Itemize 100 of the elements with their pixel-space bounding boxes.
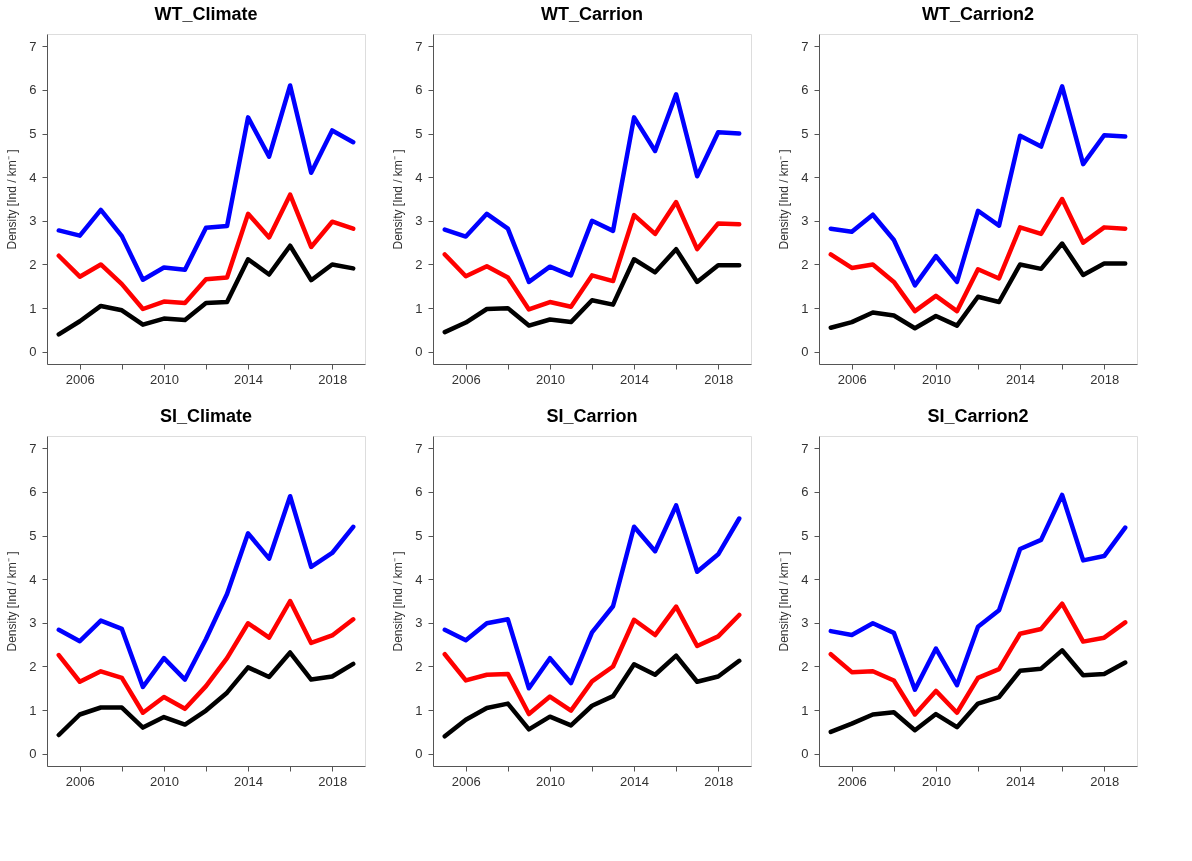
y-tick-label: 1 <box>801 300 809 316</box>
y-tick-label: 3 <box>29 615 37 631</box>
chart-title: SI_Carrion2 <box>927 406 1029 426</box>
chart-title: SI_Carrion <box>546 406 638 426</box>
x-tick-label: 2014 <box>620 371 650 387</box>
line-series <box>442 604 742 717</box>
y-tick-label: 6 <box>29 82 37 98</box>
x-tick-label: 2006 <box>65 371 95 387</box>
y-tick-label: 5 <box>29 126 37 142</box>
y-tick-label: 2 <box>29 658 37 674</box>
y-tick-label: 5 <box>29 528 37 544</box>
y-tick-label: 0 <box>415 746 423 762</box>
y-tick-label: 5 <box>801 126 809 142</box>
x-tick-label: 2010 <box>921 773 951 789</box>
y-tick-label: 1 <box>801 702 809 718</box>
y-tick-label: 3 <box>29 213 37 229</box>
y-tick-label: 5 <box>801 528 809 544</box>
y-tick-label: 7 <box>801 38 809 54</box>
y-tick-label: 6 <box>415 484 423 500</box>
y-tick-label: 0 <box>29 746 37 762</box>
y-tick-label: 2 <box>29 256 37 272</box>
x-tick-label: 2006 <box>451 773 481 789</box>
y-tick-label: 5 <box>415 126 423 142</box>
line-series <box>828 241 1128 331</box>
y-tick-label: 4 <box>29 169 37 185</box>
y-tick-label: 5 <box>415 528 423 544</box>
y-tick-label: 1 <box>29 300 37 316</box>
line-series <box>828 492 1128 692</box>
y-axis-title: Density [Ind / km⁻ ] <box>5 149 20 250</box>
y-tick-label: 0 <box>29 344 37 360</box>
y-tick-label: 6 <box>801 484 809 500</box>
line-series <box>56 192 356 312</box>
line-series <box>828 84 1128 288</box>
x-tick-label: 2014 <box>234 773 264 789</box>
y-tick-label: 7 <box>29 38 37 54</box>
y-tick-label: 2 <box>415 658 423 674</box>
y-tick-label: 0 <box>415 344 423 360</box>
y-tick-label: 6 <box>801 82 809 98</box>
x-tick-label: 2014 <box>1006 773 1036 789</box>
y-tick-label: 6 <box>29 484 37 500</box>
y-tick-label: 0 <box>801 344 809 360</box>
x-tick-label: 2018 <box>1090 371 1120 387</box>
y-tick-label: 3 <box>801 615 809 631</box>
y-tick-label: 1 <box>415 300 423 316</box>
x-tick-label: 2014 <box>1006 371 1036 387</box>
x-tick-label: 2010 <box>149 773 179 789</box>
x-tick-label: 2018 <box>318 371 348 387</box>
x-tick-label: 2014 <box>234 371 264 387</box>
x-tick-label: 2006 <box>451 371 481 387</box>
y-tick-label: 1 <box>415 702 423 718</box>
x-tick-label: 2010 <box>921 371 951 387</box>
chart-title: SI_Climate <box>159 406 253 426</box>
line-series <box>828 196 1128 314</box>
line-series <box>442 246 742 335</box>
y-tick-label: 2 <box>801 658 809 674</box>
line-series <box>442 91 742 285</box>
y-axis-title: Density [Ind / km⁻ ] <box>777 551 792 652</box>
y-tick-label: 7 <box>801 440 809 456</box>
x-tick-label: 2010 <box>535 773 565 789</box>
y-axis-title: Density [Ind / km⁻ ] <box>391 551 406 652</box>
line-series <box>56 650 356 738</box>
y-axis-title: Density [Ind / km⁻ ] <box>391 149 406 250</box>
x-tick-label: 2006 <box>65 773 95 789</box>
x-tick-label: 2010 <box>149 371 179 387</box>
y-axis-title: Density [Ind / km⁻ ] <box>5 551 20 652</box>
x-tick-label: 2018 <box>704 773 734 789</box>
x-tick-label: 2006 <box>837 371 867 387</box>
y-tick-label: 7 <box>415 38 423 54</box>
y-tick-label: 4 <box>415 169 423 185</box>
y-tick-label: 7 <box>415 440 423 456</box>
line-series <box>56 243 356 337</box>
y-tick-label: 3 <box>801 213 809 229</box>
line-series <box>56 493 356 690</box>
line-series <box>828 648 1128 735</box>
line-series <box>442 653 742 739</box>
y-tick-label: 4 <box>415 571 423 587</box>
line-series <box>442 199 742 312</box>
y-tick-label: 2 <box>801 256 809 272</box>
x-tick-label: 2018 <box>318 773 348 789</box>
line-series <box>442 503 742 691</box>
x-tick-label: 2010 <box>535 371 565 387</box>
y-tick-label: 7 <box>29 440 37 456</box>
x-tick-label: 2018 <box>1090 773 1120 789</box>
y-tick-label: 3 <box>415 213 423 229</box>
line-series <box>828 601 1128 717</box>
chart-title: WT_Climate <box>154 4 258 24</box>
line-series <box>56 83 356 282</box>
y-tick-label: 4 <box>801 571 809 587</box>
y-tick-label: 2 <box>415 256 423 272</box>
chart-title: WT_Carrion <box>540 4 644 24</box>
y-tick-label: 6 <box>415 82 423 98</box>
chart-title: WT_Carrion2 <box>921 4 1035 24</box>
x-tick-label: 2006 <box>837 773 867 789</box>
y-axis-title: Density [Ind / km⁻ ] <box>777 149 792 250</box>
y-tick-label: 0 <box>801 746 809 762</box>
y-tick-label: 3 <box>415 615 423 631</box>
line-series <box>56 598 356 715</box>
y-tick-label: 1 <box>29 702 37 718</box>
x-tick-label: 2014 <box>620 773 650 789</box>
y-tick-label: 4 <box>801 169 809 185</box>
